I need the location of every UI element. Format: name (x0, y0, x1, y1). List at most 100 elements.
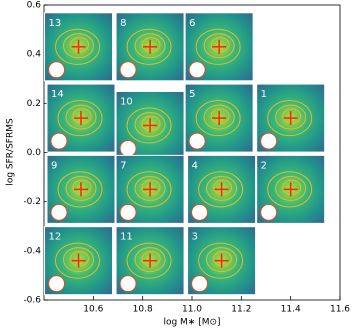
beam (119, 275, 137, 293)
contour (141, 250, 161, 267)
contour (213, 179, 233, 196)
contour (70, 250, 90, 267)
beam (188, 61, 206, 79)
contour (203, 33, 235, 59)
thumbnail: 13 (44, 12, 114, 82)
beam (260, 132, 278, 150)
contour (198, 242, 244, 279)
contour (198, 171, 244, 208)
contour (267, 99, 313, 137)
thumbnail: 2 (256, 154, 326, 224)
contour (203, 104, 235, 130)
contour (63, 33, 95, 59)
y-tick-label: 0.0 (27, 148, 42, 158)
panel-label: 12 (49, 232, 62, 243)
beam (188, 132, 206, 150)
contour (57, 171, 103, 208)
contour (275, 175, 307, 201)
contour (206, 175, 238, 201)
panel-label: 1 (261, 89, 267, 100)
contour (134, 111, 166, 137)
contour (206, 247, 238, 273)
thumbnail: 9 (46, 154, 116, 224)
x-axis-label: log M∗ [M⊙] (163, 318, 220, 328)
thumbnail: 3 (187, 226, 257, 296)
x-tick-label: 11.2 (231, 305, 251, 315)
contour (57, 99, 103, 137)
contour (126, 242, 172, 279)
thumbnail: 7 (115, 154, 185, 224)
y-tick-label: 0.6 (27, 1, 42, 11)
contour (282, 179, 302, 196)
contour (267, 171, 313, 208)
beam (191, 203, 209, 221)
beam (119, 203, 137, 221)
x-tick-label: 11.6 (330, 305, 350, 315)
contour (141, 115, 161, 132)
contour (134, 175, 166, 201)
panel-label: 7 (120, 160, 126, 171)
y-tick-label: -0.4 (23, 246, 41, 256)
beam (50, 132, 68, 150)
thumbnail: 11 (115, 226, 185, 296)
thumbnail: 5 (184, 83, 254, 153)
panel-label: 3 (192, 232, 198, 243)
beam (119, 61, 137, 79)
panel-label: 13 (49, 18, 62, 29)
panel-label: 10 (120, 96, 133, 107)
contour (65, 104, 97, 130)
x-tick-label: 10.8 (133, 305, 153, 315)
contour (126, 171, 172, 208)
contour (141, 179, 161, 196)
y-axis-label: log SFR/SFRMS (6, 118, 16, 186)
thumbnail: 6 (184, 12, 254, 82)
y-tick-label: 0.4 (27, 50, 42, 60)
contour (126, 28, 172, 65)
contour (210, 108, 230, 124)
panel-label: 5 (189, 89, 195, 100)
contour (126, 107, 172, 144)
x-tick-label: 10.6 (83, 305, 103, 315)
panel-label: 8 (120, 18, 126, 29)
panel-label: 4 (192, 160, 198, 171)
contour (63, 247, 95, 273)
contour (213, 250, 233, 267)
beam (191, 275, 209, 293)
contour (55, 28, 101, 65)
thumbnail: 12 (44, 226, 114, 296)
y-tick-label: 0.2 (27, 99, 41, 109)
x-tick-label: 11.4 (281, 305, 301, 315)
beam (48, 275, 66, 293)
contour (72, 179, 92, 196)
panel-label: 2 (261, 160, 267, 171)
panel-label: 14 (51, 89, 64, 100)
panel-label: 6 (189, 18, 195, 29)
contour (195, 28, 241, 65)
beam (119, 139, 137, 157)
contour (141, 37, 161, 53)
contour (195, 99, 241, 137)
y-tick-label: -0.6 (23, 296, 41, 306)
contour (134, 33, 166, 59)
panel-label: 9 (51, 160, 57, 171)
contour (55, 242, 101, 279)
thumbnail: 4 (187, 154, 257, 224)
contour (282, 108, 302, 124)
y-tick-label: -0.2 (23, 197, 41, 207)
beam (50, 203, 68, 221)
x-tick-label: 11.0 (182, 305, 202, 315)
thumbnail: 8 (115, 12, 185, 82)
contour (70, 37, 90, 53)
contour (134, 247, 166, 273)
thumbnail: 10 (115, 90, 185, 160)
contour (210, 37, 230, 53)
contour (275, 104, 307, 130)
thumbnail: 14 (46, 83, 116, 153)
contour (65, 175, 97, 201)
thumbnail: 1 (256, 83, 326, 153)
contour (72, 108, 92, 124)
beam (48, 61, 66, 79)
panel-label: 11 (120, 232, 133, 243)
beam (260, 203, 278, 221)
